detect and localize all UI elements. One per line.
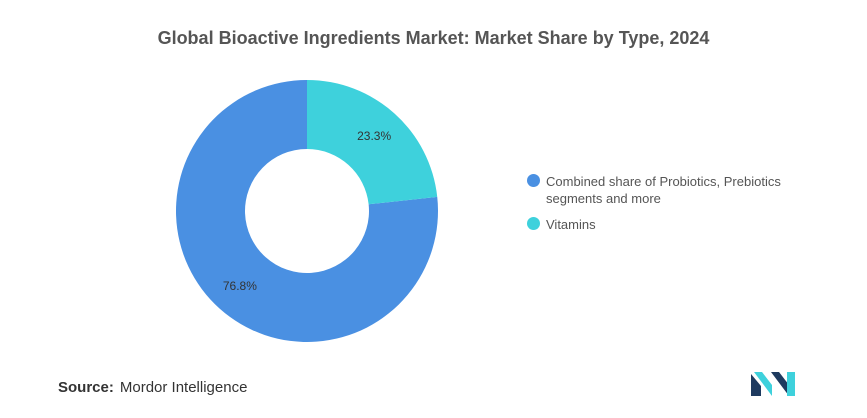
source-value: Mordor Intelligence (119, 379, 248, 396)
slice-label-combined: 76.8% (223, 279, 257, 293)
mordor-intelligence-logo-icon (751, 372, 795, 396)
legend-swatch-vitamins (527, 217, 540, 230)
chart-title: Global Bioactive Ingredients Market: Mar… (157, 28, 710, 48)
legend-label-combined: Combined share of Probiotics, Prebiotics… (546, 174, 781, 206)
slice-label-vitamins: 23.3% (357, 129, 391, 143)
chart-legend: Combined share of Probiotics, Prebiotics… (527, 173, 827, 242)
legend-item-combined: Combined share of Probiotics, Prebiotics… (527, 173, 827, 207)
slice-combined (176, 80, 439, 342)
slice-vitamins (307, 80, 438, 205)
legend-swatch-combined (527, 174, 540, 187)
donut-slices (176, 80, 439, 342)
legend-item-vitamins: Vitamins (527, 216, 827, 233)
slice-labels: 76.8% 23.3% (223, 129, 392, 293)
source-label: Source: (58, 379, 114, 396)
source-line: Source: Mordor Intelligence (58, 379, 247, 396)
legend-label-vitamins: Vitamins (546, 217, 596, 232)
